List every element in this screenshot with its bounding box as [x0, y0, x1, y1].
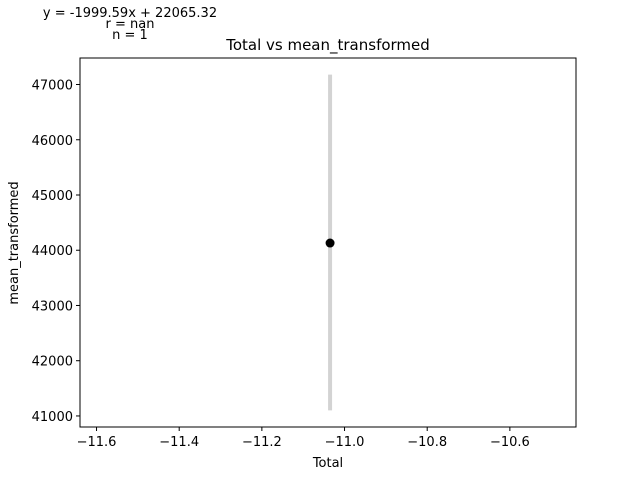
y-tick-label: 41000 [32, 410, 73, 425]
data-point [325, 238, 335, 248]
r-annotation: r = nan [106, 17, 155, 32]
x-tick-label: −10.8 [407, 435, 447, 450]
y-tick-label: 44000 [32, 244, 73, 259]
x-axis-ticks: −11.6 −11.4 −11.2 −11.0 −10.8 −10.6 [77, 427, 530, 450]
y-axis-ticks: 41000 42000 43000 44000 45000 46000 47000 [32, 79, 80, 425]
chart-title: Total vs mean_transformed [225, 36, 430, 55]
y-axis-label: mean_transformed [7, 181, 22, 304]
x-axis-label: Total [312, 456, 343, 471]
y-tick-label: 42000 [32, 355, 73, 370]
x-tick-label: −11.0 [325, 435, 365, 450]
x-tick-label: −11.6 [77, 435, 117, 450]
y-tick-label: 46000 [32, 134, 73, 149]
plot-area [79, 57, 577, 428]
y-tick-label: 47000 [32, 79, 73, 94]
x-tick-label: −10.6 [490, 435, 530, 450]
x-tick-label: −11.2 [242, 435, 282, 450]
equation-annotation: y = -1999.59x + 22065.32 [43, 6, 217, 21]
y-tick-label: 45000 [32, 189, 73, 204]
y-tick-label: 43000 [32, 299, 73, 314]
data-marks [325, 74, 335, 411]
x-tick-label: −11.4 [159, 435, 199, 450]
n-annotation: n = 1 [112, 28, 148, 43]
